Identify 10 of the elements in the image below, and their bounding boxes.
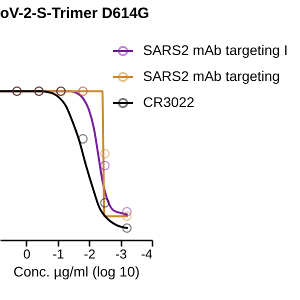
x-tick-label: 0: [23, 246, 30, 262]
legend-label: CR3022: [143, 94, 195, 110]
legend-label: SARS2 mAb targeting I: [143, 42, 288, 58]
x-tick-label: -3: [115, 246, 127, 262]
chart-title: oV-2-S-Trimer D614G: [0, 4, 150, 22]
x-axis-title: Conc. µg/ml (log 10): [13, 264, 140, 280]
x-tick-label: -4: [140, 246, 152, 262]
x-tick-label: -1: [52, 246, 64, 262]
legend-label: SARS2 mAb targeting: [143, 68, 280, 84]
x-tick-label: -2: [84, 246, 96, 262]
